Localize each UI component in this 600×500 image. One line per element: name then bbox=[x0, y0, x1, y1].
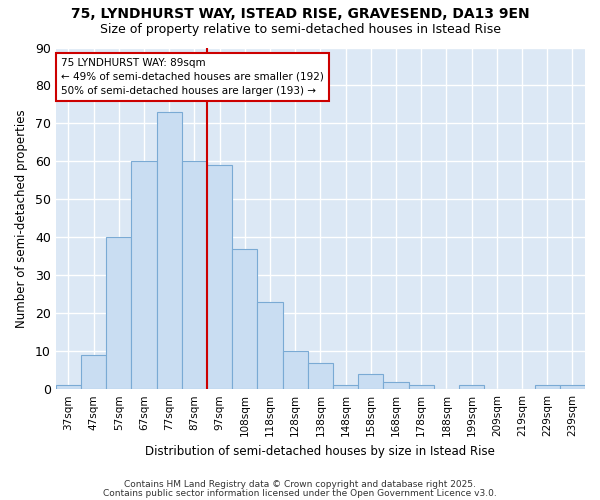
Bar bbox=[560, 386, 585, 389]
Bar bbox=[182, 162, 207, 389]
Y-axis label: Number of semi-detached properties: Number of semi-detached properties bbox=[15, 109, 28, 328]
Bar bbox=[207, 165, 232, 389]
Text: Size of property relative to semi-detached houses in Istead Rise: Size of property relative to semi-detach… bbox=[100, 22, 500, 36]
Bar bbox=[232, 248, 257, 389]
Bar bbox=[157, 112, 182, 389]
Bar bbox=[333, 386, 358, 389]
Text: Contains public sector information licensed under the Open Government Licence v3: Contains public sector information licen… bbox=[103, 488, 497, 498]
Bar bbox=[81, 355, 106, 389]
Bar bbox=[358, 374, 383, 389]
Bar bbox=[106, 238, 131, 389]
Bar bbox=[409, 386, 434, 389]
Bar bbox=[535, 386, 560, 389]
Bar bbox=[131, 162, 157, 389]
Bar bbox=[459, 386, 484, 389]
Text: 75, LYNDHURST WAY, ISTEAD RISE, GRAVESEND, DA13 9EN: 75, LYNDHURST WAY, ISTEAD RISE, GRAVESEN… bbox=[71, 8, 529, 22]
Bar bbox=[308, 362, 333, 389]
Bar bbox=[283, 351, 308, 389]
Text: 75 LYNDHURST WAY: 89sqm
← 49% of semi-detached houses are smaller (192)
50% of s: 75 LYNDHURST WAY: 89sqm ← 49% of semi-de… bbox=[61, 58, 324, 96]
Bar bbox=[257, 302, 283, 389]
X-axis label: Distribution of semi-detached houses by size in Istead Rise: Distribution of semi-detached houses by … bbox=[145, 444, 496, 458]
Bar bbox=[383, 382, 409, 389]
Text: Contains HM Land Registry data © Crown copyright and database right 2025.: Contains HM Land Registry data © Crown c… bbox=[124, 480, 476, 489]
Bar bbox=[56, 386, 81, 389]
